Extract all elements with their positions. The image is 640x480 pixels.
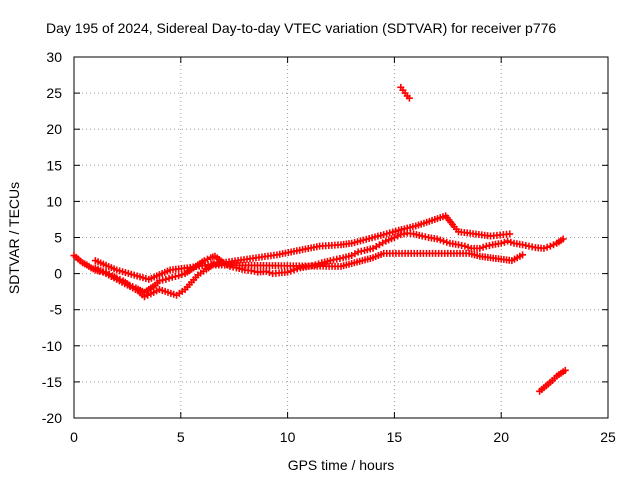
series-outlier-low xyxy=(536,366,569,395)
y-tick-label: 30 xyxy=(46,49,62,65)
data-point xyxy=(543,243,551,251)
data-point xyxy=(200,257,208,265)
data-point xyxy=(550,241,558,249)
y-tick-label: 10 xyxy=(46,193,62,209)
series-upper-band xyxy=(91,212,514,283)
data-point xyxy=(504,237,512,245)
y-tick-label: -15 xyxy=(42,374,62,390)
y-tick-label: 25 xyxy=(46,85,62,101)
y-tick-label: -20 xyxy=(42,410,62,426)
x-tick-label: 0 xyxy=(70,429,78,445)
data-point xyxy=(461,242,469,250)
chart-title: Day 195 of 2024, Sidereal Day-to-day VTE… xyxy=(46,20,556,36)
y-axis-label: SDTVAR / TECUs xyxy=(6,182,22,294)
data-point xyxy=(436,236,444,244)
x-tick-label: 20 xyxy=(493,429,509,445)
data-point xyxy=(546,242,554,250)
data-point xyxy=(262,267,270,275)
data-point xyxy=(178,271,186,279)
data-point xyxy=(175,272,183,280)
data-point xyxy=(561,366,569,374)
tick-layer: 0 5 10 15 20 25 -20 -15 -10 -5 0 5 10 15 20 25 30 xyxy=(42,49,616,445)
y-tick-label: -5 xyxy=(50,302,63,318)
grid-layer xyxy=(74,57,608,418)
data-points xyxy=(70,83,569,395)
x-tick-label: 5 xyxy=(177,429,185,445)
y-tick-label: 15 xyxy=(46,157,62,173)
data-point xyxy=(464,243,472,251)
data-point xyxy=(433,235,441,243)
y-tick-label: 5 xyxy=(54,230,62,246)
data-point xyxy=(559,235,567,243)
y-tick-label: -10 xyxy=(42,338,62,354)
data-point xyxy=(144,291,152,299)
x-axis-label: GPS time / hours xyxy=(288,457,395,473)
data-point xyxy=(394,232,402,240)
data-point xyxy=(440,237,448,245)
data-point xyxy=(507,238,515,246)
data-point xyxy=(443,238,451,246)
x-tick-label: 25 xyxy=(600,429,616,445)
data-point xyxy=(519,251,527,259)
data-point xyxy=(405,94,413,102)
x-tick-label: 10 xyxy=(280,429,296,445)
data-point xyxy=(265,269,273,277)
data-point xyxy=(284,268,292,276)
data-point xyxy=(497,239,505,247)
data-point xyxy=(506,230,514,238)
series-main-track xyxy=(70,229,567,296)
y-tick-label: 20 xyxy=(46,121,62,137)
x-tick-label: 15 xyxy=(387,429,403,445)
data-point xyxy=(540,244,548,252)
series-outlier-high xyxy=(397,83,413,102)
series-lower-band xyxy=(91,249,527,301)
data-point xyxy=(390,234,398,241)
data-point xyxy=(140,293,148,301)
y-tick-label: 0 xyxy=(54,266,62,282)
data-point xyxy=(165,274,173,282)
data-point xyxy=(476,244,484,252)
data-point xyxy=(479,243,487,251)
data-point xyxy=(500,238,508,246)
data-point xyxy=(162,275,170,283)
